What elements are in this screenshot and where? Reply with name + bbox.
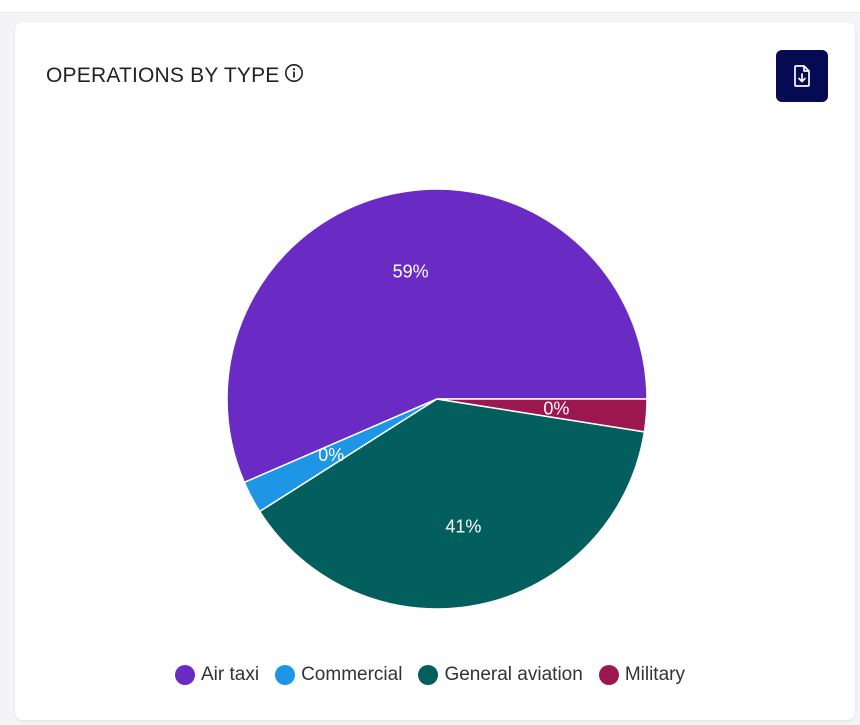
slice-label-military: 0% [543, 398, 569, 418]
legend-label: Commercial [301, 664, 402, 686]
legend-item-commercial[interactable]: Commercial [275, 664, 402, 686]
legend-swatch [418, 665, 438, 685]
legend-swatch [599, 665, 619, 685]
legend-item-air-taxi[interactable]: Air taxi [175, 664, 259, 686]
chart-legend: Air taxi Commercial General aviation Milita… [0, 664, 860, 686]
slice-label-commercial: 0% [318, 445, 344, 465]
legend-item-general-aviation[interactable]: General aviation [418, 664, 582, 686]
slice-label-general-aviation: 41% [445, 516, 481, 536]
legend-swatch [275, 665, 295, 685]
legend-label: Military [625, 664, 685, 686]
slice-label-air-taxi: 59% [393, 262, 429, 282]
legend-swatch [175, 665, 195, 685]
legend-label: General aviation [444, 664, 582, 686]
legend-label: Air taxi [201, 664, 259, 686]
legend-item-military[interactable]: Military [599, 664, 685, 686]
